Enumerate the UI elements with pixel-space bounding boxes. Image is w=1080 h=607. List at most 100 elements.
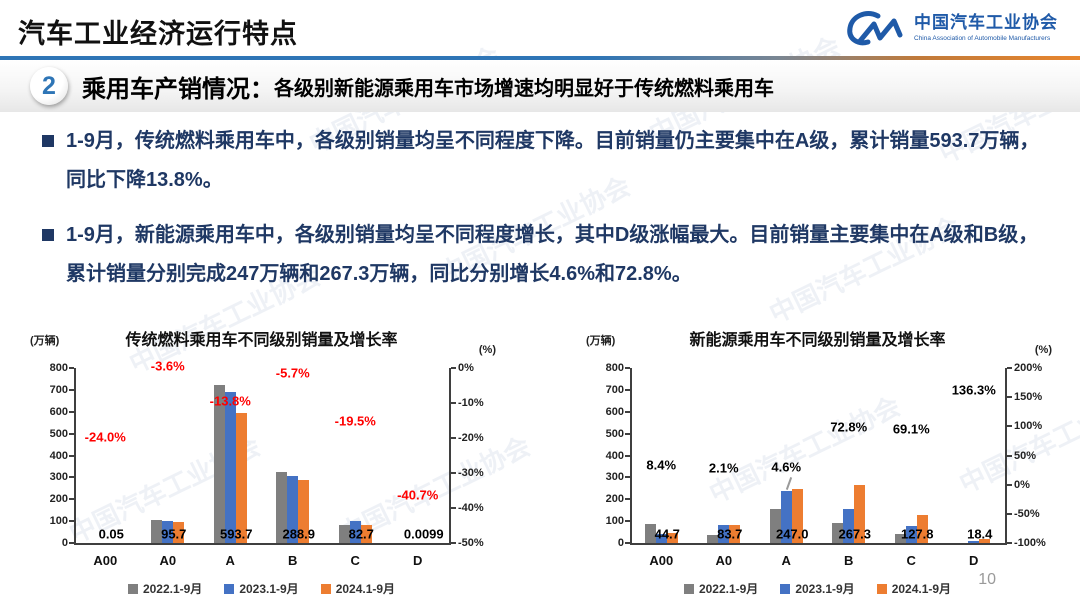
y-axis-tick-label: 0% bbox=[1014, 478, 1030, 491]
y-axis-tick-label: -10% bbox=[458, 397, 484, 409]
y-axis-tickmark bbox=[1007, 512, 1012, 515]
bar-value-label: 247.0 bbox=[775, 526, 809, 542]
chart-new-energy: 新能源乘用车不同级别销量及增长率 (万辆) (%) 800 700 600 500 40… bbox=[578, 322, 1056, 605]
legend-swatch bbox=[127, 583, 138, 594]
y-axis-tick-label: 200% bbox=[1014, 362, 1043, 374]
growth-rate-label: 69.1% bbox=[892, 421, 930, 437]
logo-org-name-en: China Association of Automobile Manufact… bbox=[914, 34, 1051, 42]
left-axis-unit-label: (万辆) bbox=[30, 335, 60, 347]
y-axis-tickmark bbox=[451, 507, 456, 509]
chart-title: 新能源乘用车不同级别销量及增长率 bbox=[689, 332, 946, 349]
growth-rate-label: 136.3% bbox=[951, 382, 996, 398]
legend-label: 2024.1-9月 bbox=[891, 582, 952, 596]
bar-2024.1-9月 bbox=[854, 484, 866, 543]
y-axis-left bbox=[74, 368, 76, 545]
y-axis-tickmark bbox=[1007, 483, 1012, 486]
y-axis-tick-label: -40% bbox=[458, 502, 484, 514]
page-title: 汽车工业经济运行特点 bbox=[18, 19, 298, 49]
y-axis-tick-label: 300 bbox=[605, 471, 624, 484]
y-axis-tick-label: 200 bbox=[605, 493, 624, 506]
legend-item: 2023.1-9月 bbox=[224, 580, 299, 597]
y-axis-tick-label: 600 bbox=[49, 405, 68, 418]
growth-rate-label: -13.8% bbox=[209, 393, 251, 409]
legend-label: 2024.1-9月 bbox=[335, 582, 396, 596]
y-axis-tick-label: 100 bbox=[49, 515, 68, 528]
bar-2023.1-9月 bbox=[655, 533, 667, 543]
x-axis-category-label: B bbox=[844, 553, 854, 568]
growth-rate-label: -40.7% bbox=[397, 487, 439, 503]
growth-rate-label: -19.5% bbox=[334, 413, 376, 429]
logo-org-name-cn: 中国汽车工业协会 bbox=[914, 13, 1058, 33]
growth-rate-label: -24.0% bbox=[84, 429, 126, 445]
chart-traditional-fuel: 传统燃料乘用车不同级别销量及增长率 (万辆) (%) 800 700 600 500 4… bbox=[22, 322, 500, 605]
y-axis-right bbox=[449, 368, 451, 545]
legend-swatch bbox=[224, 583, 235, 594]
bullet-text: 1-9月，传统燃料乘用车中，各级别销量均呈不同程度下降。目前销量仍主要集中在A级… bbox=[66, 130, 1040, 191]
chart-legend: 2022.1-9月 2023.1-9月 2024.1-9月 bbox=[630, 580, 1005, 597]
logo-text: 中国汽车工业协会 China Association of Automobile… bbox=[914, 13, 1058, 42]
bar-2024.1-9月 bbox=[298, 479, 310, 543]
bar-2023.1-9月 bbox=[287, 475, 299, 543]
plot-area: 800 700 600 500 400 300 200 100 0 200% 150% 100% 50%… bbox=[578, 322, 1056, 568]
section-banner: 2 乘用车产销情况： 各级别新能源乘用车市场增速均明显好于传统燃料乘用车 bbox=[0, 60, 1080, 112]
y-axis-tick-label: -20% bbox=[458, 432, 484, 444]
y-axis-tick-label: 300 bbox=[49, 471, 68, 484]
x-axis-category-label: D bbox=[969, 553, 979, 568]
y-axis-tickmark bbox=[451, 542, 456, 544]
y-axis-tick-label: 800 bbox=[49, 362, 68, 374]
x-axis-category-label: C bbox=[350, 553, 360, 568]
bar-2022.1-9月 bbox=[151, 520, 163, 543]
header: 汽车工业经济运行特点 中国汽车工业协会 China Association of… bbox=[0, 0, 1080, 56]
bar-value-label: 95.7 bbox=[161, 526, 187, 542]
page-number: 10 bbox=[978, 571, 996, 588]
y-axis-tick-label: 400 bbox=[49, 449, 68, 462]
bar-2022.1-9月 bbox=[338, 524, 350, 543]
bar-2023.1-9月 bbox=[718, 525, 730, 543]
bar-2022.1-9月 bbox=[832, 522, 844, 543]
y-axis-tickmark bbox=[69, 476, 74, 479]
y-axis-tick-label: 0% bbox=[458, 362, 474, 374]
y-axis-tick-label: 50% bbox=[1014, 449, 1037, 462]
bullet-list: 1-9月，传统燃料乘用车中，各级别销量均呈不同程度下降。目前销量仍主要集中在A级… bbox=[42, 122, 1052, 310]
y-axis-tick-label: 800 bbox=[605, 362, 624, 374]
bar-value-label: 593.7 bbox=[219, 526, 253, 542]
bar-2022.1-9月 bbox=[213, 385, 225, 543]
y-axis-tickmark bbox=[1007, 367, 1012, 369]
growth-label-leader-line bbox=[786, 477, 793, 490]
y-axis-tick-label: 600 bbox=[605, 405, 624, 418]
x-axis-category-label: A0 bbox=[715, 553, 733, 568]
bar-value-label: 83.7 bbox=[717, 526, 743, 542]
x-axis-category-label: A00 bbox=[649, 553, 674, 568]
bar-value-label: 0.0099 bbox=[403, 526, 444, 542]
y-axis-left bbox=[630, 368, 632, 545]
right-axis-unit-label: (%) bbox=[478, 344, 496, 356]
y-axis-tick-label: 700 bbox=[605, 383, 624, 396]
y-axis-tickmark bbox=[451, 437, 456, 439]
bar-2023.1-9月 bbox=[162, 521, 174, 543]
bar-value-label: 18.4 bbox=[967, 526, 993, 542]
y-axis-tickmark bbox=[69, 410, 74, 413]
legend-item: 2024.1-9月 bbox=[320, 580, 396, 597]
bar-value-label: 288.9 bbox=[282, 526, 316, 542]
y-axis-tick-label: 0 bbox=[61, 537, 68, 549]
growth-rate-label: -5.7% bbox=[275, 365, 310, 381]
bar-2024.1-9月 bbox=[916, 515, 928, 543]
y-axis-tick-label: 100 bbox=[605, 515, 624, 528]
bar-value-label: 82.7 bbox=[348, 526, 374, 542]
legend-item: 2022.1-9月 bbox=[683, 580, 758, 597]
bar-2024.1-9月 bbox=[729, 524, 741, 543]
y-axis-tickmark bbox=[1007, 425, 1012, 428]
legend-label: 2023.1-9月 bbox=[239, 582, 299, 596]
bar-2024.1-9月 bbox=[791, 488, 803, 543]
right-axis-unit-label: (%) bbox=[1034, 344, 1052, 356]
x-axis-category-label: D bbox=[413, 553, 423, 568]
bar-2022.1-9月 bbox=[644, 523, 656, 543]
y-axis-tick-label: 200 bbox=[49, 493, 68, 506]
x-axis bbox=[630, 543, 1007, 545]
growth-rate-label: 72.8% bbox=[830, 419, 868, 435]
y-axis-tick-label: 400 bbox=[605, 449, 624, 462]
y-axis-tick-label: 700 bbox=[49, 383, 68, 396]
left-axis-unit-label: (万辆) bbox=[586, 335, 616, 347]
y-axis-tickmark bbox=[69, 542, 74, 544]
